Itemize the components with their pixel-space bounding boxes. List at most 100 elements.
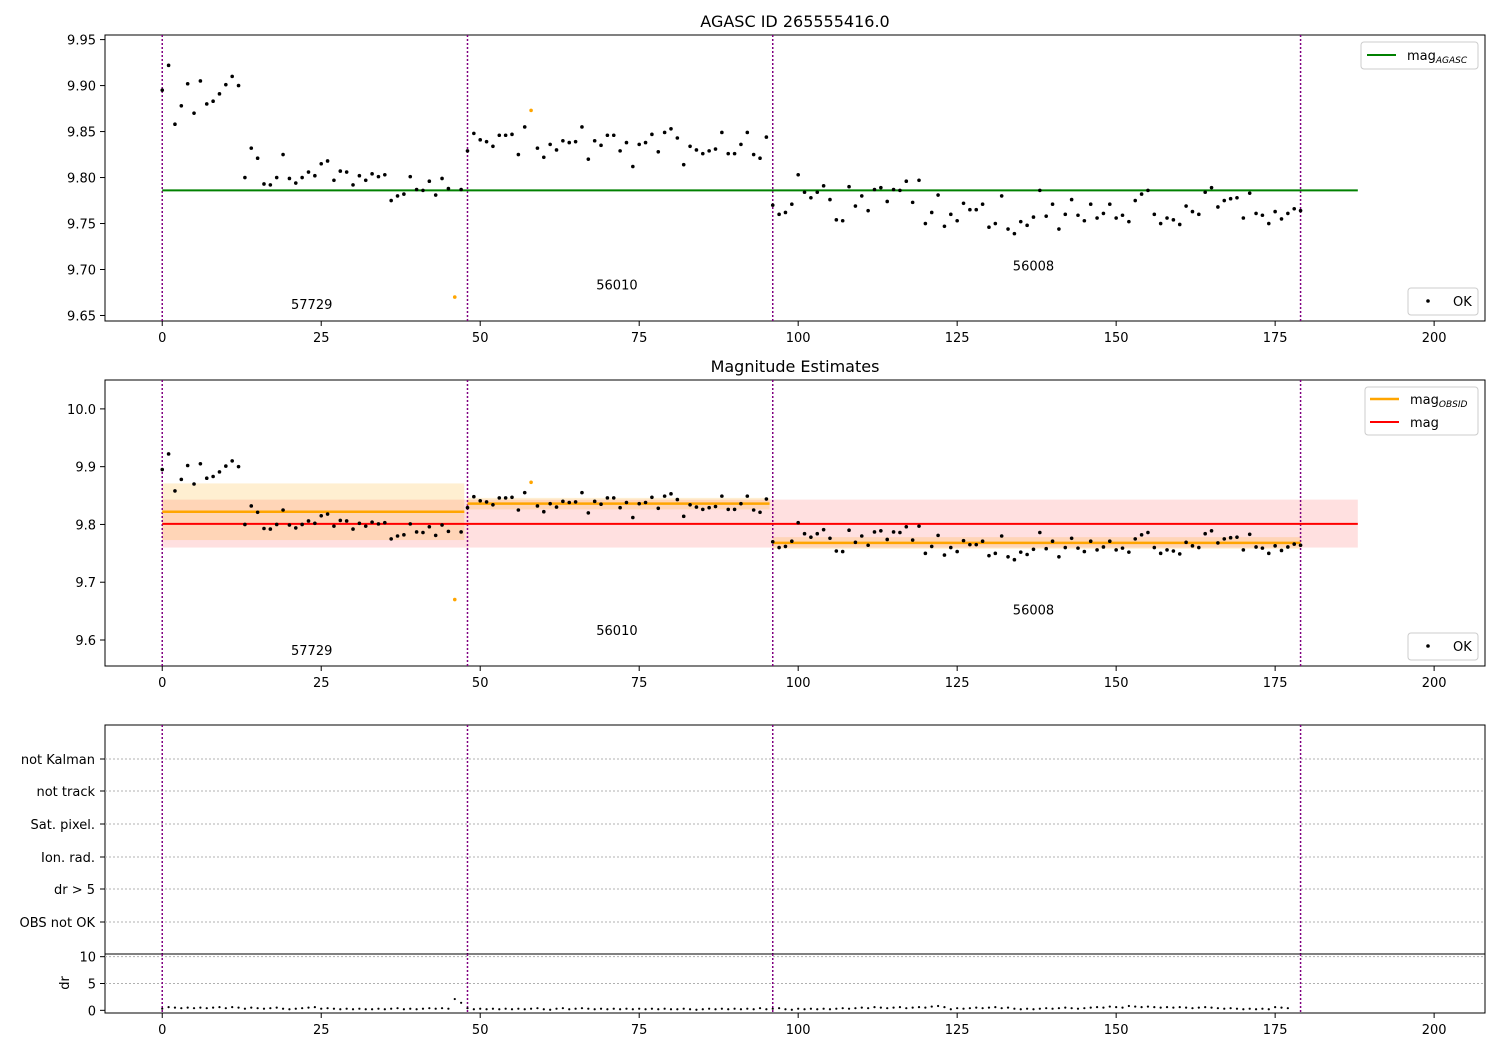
dr-point [243,1007,247,1010]
x-tick-label: 50 [472,331,489,346]
ok-point [1076,546,1080,550]
y-tick-label: 9.9 [75,461,96,476]
ok-point [643,140,648,145]
ok-point [1171,549,1176,553]
ok-point [293,181,298,185]
ok-point [433,193,438,197]
ok-point [268,527,273,531]
dr-point [510,1008,514,1011]
dr-point [345,1007,348,1010]
ok-point [338,169,343,173]
dr-point [307,1006,310,1009]
flag-label-not-kalman: not Kalman [21,753,95,768]
ok-point [478,498,483,503]
dr-point [854,1007,857,1010]
dr-point [1140,1006,1143,1009]
y-tick-label: 10 [79,951,96,966]
dr-point [612,1007,615,1010]
dr-point [949,1008,952,1011]
dr-point [161,1007,164,1010]
dr-point [542,1008,545,1011]
ok-point [198,79,203,83]
ok-point [1063,212,1068,217]
dr-point [936,1004,940,1008]
ok-point [592,138,597,143]
ok-point [923,551,928,556]
ok-point [1018,219,1023,224]
ok-point [478,138,483,142]
dr-point [682,1007,685,1010]
dr-point [504,1007,507,1010]
ok-point [700,151,705,156]
dr-point [523,1008,526,1011]
ok-point [790,539,794,543]
ok-point [274,522,279,527]
ok-point [262,526,266,531]
ok-point [433,533,438,538]
ok-point [548,142,552,147]
dr-point [231,1006,234,1009]
flags-grid [100,725,1485,954]
dr-point [758,1007,762,1010]
ok-point [637,501,641,506]
x-tick-label: 0 [158,331,166,346]
ok-point [599,502,603,507]
ok-point [1050,539,1055,543]
ok-point [650,132,654,137]
ok-point [1082,549,1087,554]
dr-point [688,1008,692,1011]
ok-point [929,544,934,549]
ok-point [357,173,362,178]
dr-point [421,1007,425,1010]
y-tick-label: 9.85 [67,126,96,141]
ok-point [942,224,947,229]
flagged-point [529,108,533,113]
ok-point [821,527,826,532]
ok-point [255,510,260,515]
ok-point [224,82,228,87]
ok-point [1139,192,1144,196]
ok-point [287,176,292,181]
ok-point [1298,543,1303,548]
dr-point [1083,1007,1086,1010]
dr-point [733,1007,736,1010]
ok-point [344,519,349,523]
dr-point [1261,1007,1264,1010]
ok-point [993,221,998,226]
x-tick-label: 75 [631,676,648,691]
dr-point [797,1007,800,1010]
ok-point [1152,212,1157,217]
dr-point [790,1008,793,1011]
dr-point [1185,1006,1188,1009]
x-tick-label: 150 [1104,1023,1129,1038]
ok-point [669,492,673,496]
ok-point [1120,546,1125,550]
ok-point [974,207,979,212]
dr-point [657,1008,660,1011]
ok-point [1133,537,1138,541]
ok-point [828,197,832,202]
flags-panel: not Kalman not track Sat. pixel. Ion. ra… [20,724,1486,955]
dr-point [1032,1008,1035,1011]
ok-point [319,161,324,166]
dr-point [1254,1008,1258,1011]
ok-point [720,130,724,135]
ok-point [910,538,915,542]
ok-point [624,140,629,145]
ok-point [1235,195,1239,200]
ok-point [783,210,788,215]
flag-label-not-track: not track [36,785,95,800]
ok-point [1114,216,1118,220]
dr-point [720,1007,723,1010]
dr-point [256,1007,259,1010]
ok-point [1044,546,1048,551]
ok-point [472,494,476,499]
ok-point [389,537,393,541]
x-tick-label: 0 [158,1023,166,1038]
ok-point [573,139,578,144]
ok-point [1184,540,1188,545]
ok-point [319,513,324,518]
y-tick-label: 9.80 [67,172,96,187]
dr-point [695,1008,698,1011]
ok-point [236,83,241,88]
